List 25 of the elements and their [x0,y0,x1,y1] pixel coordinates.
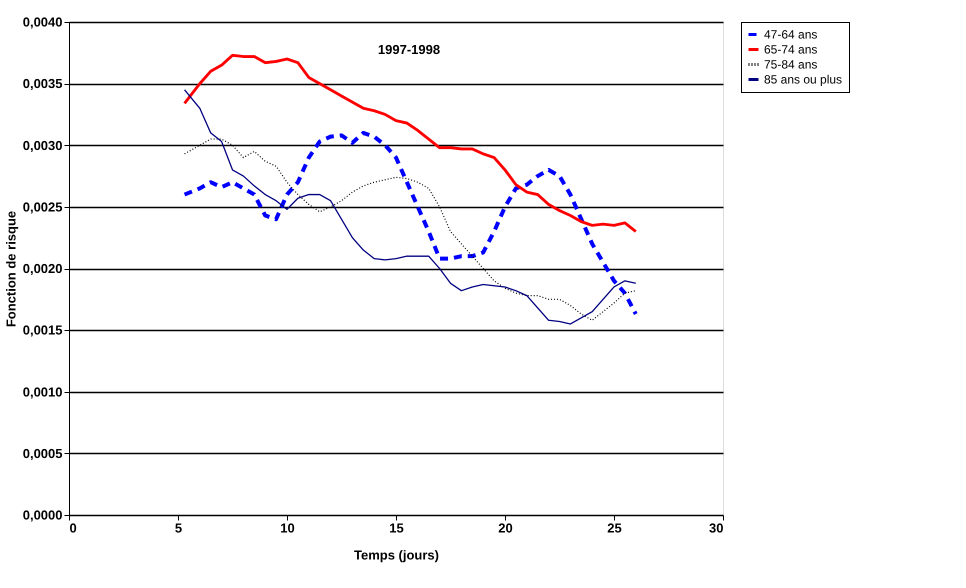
x-axis-title: Temps (jours) [354,548,439,562]
legend-label: 75-84 ans [764,58,818,72]
y-axis-title: Fonction de risque [4,210,19,328]
x-tick-label: 20 [498,520,513,536]
x-tick-label: 0 [70,520,77,536]
y-tick-label: 0,0005 [22,446,62,461]
y-tick-label: 0,0035 [22,76,62,92]
x-tick-label: 15 [389,520,404,536]
x-tick-label: 10 [280,520,295,536]
y-tick-label: 0,0020 [22,261,62,276]
x-tick-label: 25 [607,520,622,536]
y-tick-label: 0,0025 [22,199,62,214]
annotation: 1997-1998 [378,42,440,57]
y-tick-label: 0,0000 [22,508,62,522]
y-tick-label: 0,0010 [22,384,62,400]
line-series [184,89,636,325]
legend-label: 47-64 ans [764,28,818,42]
line-series [183,54,638,233]
legend-label: 65-74 ans [764,42,818,56]
x-tick-label: 30 [709,520,724,536]
x-tick-label: 5 [174,520,182,536]
y-tick-label: 0,0030 [22,138,62,153]
y-tick-label: 0,0040 [22,14,62,30]
legend-label: 85 ans ou plus [764,72,842,86]
y-tick-label: 0,0015 [22,322,62,338]
